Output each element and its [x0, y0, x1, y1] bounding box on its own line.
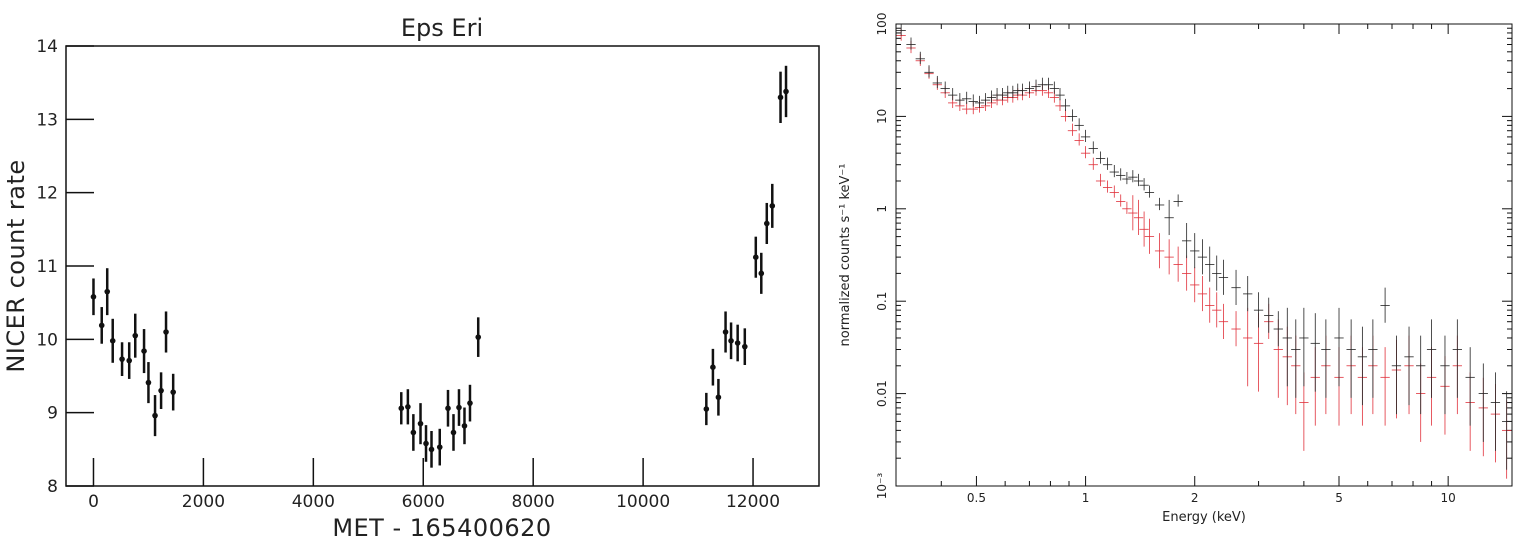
y-tick-label: 11 [36, 257, 58, 277]
data-point [410, 429, 417, 436]
x-tick-label: 1 [1082, 491, 1090, 505]
x-tick-label: 5 [1335, 491, 1343, 505]
data-point [423, 440, 429, 447]
data-point [728, 338, 734, 344]
chart-title: Eps Eri [401, 14, 483, 42]
y-axis-label: normalized counts s⁻¹ keV⁻¹ [838, 164, 853, 347]
y-tick-label: 10⁻³ [875, 473, 889, 500]
y-tick-label: 13 [36, 110, 58, 130]
data-point [163, 329, 169, 335]
data-point [456, 404, 462, 411]
y-tick-label: 1 [875, 205, 889, 213]
data-point [758, 270, 765, 277]
data-point [752, 254, 759, 260]
data-point [461, 423, 468, 429]
data-point [109, 338, 116, 344]
data-point [158, 387, 164, 394]
x-tick-label: 2 [1191, 491, 1199, 505]
light-curve-chart: Eps Eri MET - 165400620 NICER count rate… [2, 14, 820, 542]
x-tick-label: 4000 [292, 492, 335, 512]
data-point [734, 340, 741, 346]
x-tick-label: 8000 [512, 492, 555, 512]
data-point [467, 400, 473, 406]
data-point [722, 329, 729, 335]
data-points [896, 24, 1512, 479]
data-point [90, 294, 97, 300]
data-point [405, 404, 411, 410]
x-tick-label: 2000 [182, 492, 225, 512]
x-tick-label: 10 [1441, 491, 1456, 505]
data-point [104, 288, 111, 295]
data-point [428, 446, 435, 453]
y-tick-label: 9 [47, 404, 58, 424]
data-point [145, 379, 152, 386]
x-tick-label: 10000 [616, 492, 670, 512]
y-tick-label: 12 [36, 184, 58, 204]
data-point [445, 405, 451, 412]
data-point [417, 420, 424, 427]
data-point [715, 394, 722, 401]
y-tick-label: 100 [875, 13, 889, 36]
x-tick-label: 0 [88, 492, 99, 512]
y-axis-label: NICER count rate [2, 159, 30, 372]
axis-ticks: 0 2000 4000 6000 8000 10000 12000 8 9 10 11 12 13 14 [36, 37, 780, 512]
y-tick-label: 0.1 [875, 292, 889, 311]
data-point [710, 364, 716, 371]
x-tick-label: 0.5 [967, 491, 986, 505]
y-tick-label: 10 [36, 330, 58, 350]
x-axis-label: Energy (keV) [1162, 510, 1246, 525]
x-axis-label: MET - 165400620 [332, 514, 551, 542]
data-points [90, 65, 789, 468]
data-point [98, 322, 105, 329]
plot-frame [895, 23, 1513, 487]
data-point [769, 203, 776, 209]
data-point [141, 348, 147, 354]
data-point [170, 389, 176, 395]
x-tick-label: 6000 [402, 492, 445, 512]
data-point [783, 88, 789, 95]
y-tick-label: 0.01 [875, 380, 889, 407]
data-point [119, 356, 125, 362]
data-point [126, 357, 133, 364]
data-point [132, 332, 139, 339]
data-point [777, 94, 784, 101]
data-point [398, 405, 405, 412]
y-tick-label: 8 [47, 477, 58, 497]
data-point [763, 220, 770, 227]
axis-ticks: 0.5 1 2 5 10 10⁻³ 0.01 0.1 1 10 100 [875, 13, 1512, 505]
data-point [152, 412, 158, 419]
data-point [450, 429, 457, 436]
y-tick-label: 14 [36, 37, 58, 57]
data-point [436, 444, 443, 450]
data-point [475, 334, 482, 340]
spectrum-chart: Energy (keV) normalized counts s⁻¹ keV⁻¹… [838, 13, 1513, 525]
y-tick-label: 10 [875, 109, 889, 124]
x-tick-label: 12000 [726, 492, 780, 512]
data-point [741, 343, 748, 350]
data-point [703, 406, 710, 412]
